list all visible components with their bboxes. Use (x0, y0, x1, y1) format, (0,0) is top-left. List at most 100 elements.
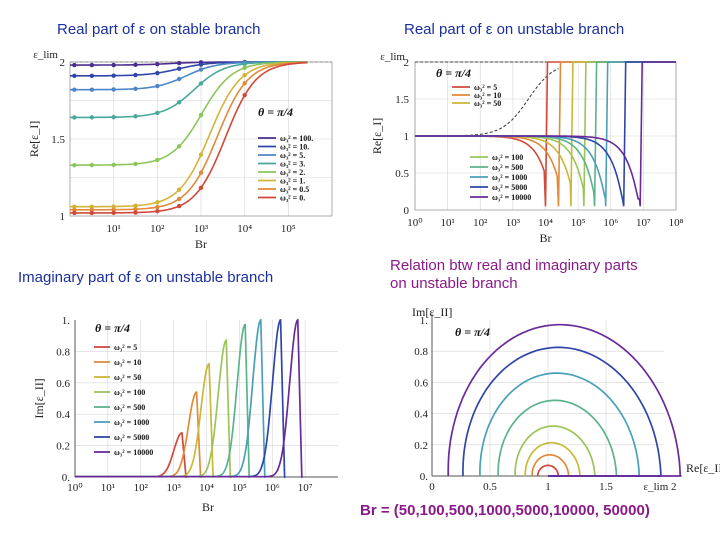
reference-curve (415, 68, 559, 137)
legend-label: ω₃² = 0. (280, 194, 305, 203)
series-point (89, 73, 95, 79)
series-point (133, 161, 138, 167)
series-point (89, 87, 95, 92)
legend-label: ω₃² = 10 (474, 91, 501, 100)
series-line (75, 318, 286, 478)
x-tick-label: 10⁵ (571, 217, 586, 229)
series-point (89, 162, 95, 168)
series-point (176, 76, 182, 82)
series-point (89, 210, 95, 216)
legend-label: ω₃² = 100 (114, 388, 145, 397)
x-axis-label: Br (540, 231, 552, 245)
caption-relation-line2: on unstable branch (390, 275, 518, 292)
legend-label: ω₃² = 5000 (114, 433, 149, 442)
series-line (70, 61, 308, 166)
series-point (198, 170, 204, 175)
series-line (524, 441, 581, 477)
y-axis-label: Im[ε_II] (412, 305, 452, 319)
y-axis-label: Re[ε_I] (27, 121, 41, 157)
x-tick-label: 10¹ (107, 223, 121, 235)
legend-label: ω₃² = 50 (114, 373, 141, 382)
series-point (242, 92, 247, 98)
series-line (75, 318, 266, 478)
series-point (155, 157, 160, 163)
series-point (111, 114, 116, 120)
y-tick-label: 0.4 (56, 409, 70, 421)
series-point (155, 200, 160, 205)
x-tick-label: 10⁰ (407, 217, 423, 229)
x-tick-label: 0 (429, 481, 435, 493)
y-axis-label: Re[ε_I] (370, 118, 384, 154)
y-tick-label: 1 (404, 131, 410, 143)
series-line (514, 425, 596, 477)
series-point (176, 66, 182, 71)
x-tick-label: 10³ (506, 217, 521, 229)
series-point (111, 87, 116, 92)
series-point (176, 60, 182, 66)
series-line (447, 323, 682, 477)
series-point (89, 204, 95, 209)
series-point (72, 207, 77, 213)
x-tick-label: 10⁸ (669, 217, 684, 229)
legend-label: ω₃² = 5. (280, 151, 305, 160)
series-point (111, 204, 116, 209)
y-tick-label: 0. (420, 471, 429, 483)
series-point (133, 72, 138, 78)
legend-label: ω₃² = 5 (114, 343, 137, 352)
series-point (242, 61, 247, 67)
caption-relation-line1: Relation btw real and imaginary parts (390, 257, 638, 274)
x-tick-label: 1.5 (599, 481, 613, 493)
series-point (133, 210, 138, 215)
series-point (133, 203, 138, 208)
series-point (176, 100, 182, 105)
series-line (536, 464, 560, 477)
series-line (415, 61, 676, 207)
legend-label: ω₃² = 1000 (492, 173, 527, 182)
y-tick-label: 2 (60, 57, 66, 69)
caption-unstable-imag: Imaginary part of ε on unstable branch (18, 269, 274, 286)
y-tick-label: 1. (62, 315, 71, 327)
y-tick-label: 1.5 (395, 94, 409, 106)
x-tick-label: 10⁶ (265, 482, 280, 494)
series-line (479, 372, 641, 477)
x-tick-label: 10⁶ (603, 217, 618, 229)
legend-label: ω₃² = 50 (474, 99, 501, 108)
legend-label: ω₃² = 500 (492, 163, 523, 172)
series-point (198, 152, 204, 157)
y-tick-label: 1 (60, 211, 66, 223)
legend-label: ω₃² = 0.5 (280, 185, 309, 194)
series-point (111, 207, 116, 212)
legend-label: ω₃² = 100 (492, 153, 523, 162)
series-point (155, 110, 160, 116)
legend-label: ω₃² = 500 (114, 403, 145, 412)
series-point (72, 204, 77, 209)
y-tick-label: 0. (62, 472, 71, 484)
caption-relation: Relation btw real and imaginary parts on… (390, 257, 638, 293)
series-point (155, 204, 160, 210)
y-tick-label: 1.5 (51, 134, 65, 146)
x-axis-label: Re[ε_II] (686, 461, 720, 475)
x-tick-label: 10¹ (101, 482, 115, 494)
series-point (198, 81, 204, 86)
x-tick-label: 10⁷ (298, 482, 313, 494)
x-tick-label: 10⁴ (538, 217, 553, 229)
series-point (111, 210, 116, 216)
series-point (176, 187, 182, 192)
series-point (89, 207, 95, 213)
y-tick-label: 0.5 (395, 168, 409, 180)
series-line (497, 399, 618, 477)
series-line (70, 61, 308, 119)
series-point (198, 185, 204, 191)
series-point (72, 73, 77, 79)
legend-label: ω₃² = 100. (280, 134, 313, 143)
x-tick-label: 10² (134, 482, 149, 494)
x-tick-label: 10⁴ (237, 223, 252, 235)
legend-label: ω₃² = 10000 (492, 193, 531, 202)
legend-label: ω₃² = 5 (474, 83, 497, 92)
x-tick-label: 10⁷ (636, 217, 651, 229)
series-point (72, 162, 77, 168)
x-axis-label: Br (202, 500, 214, 514)
series-point (155, 61, 160, 67)
series-point (111, 73, 116, 78)
